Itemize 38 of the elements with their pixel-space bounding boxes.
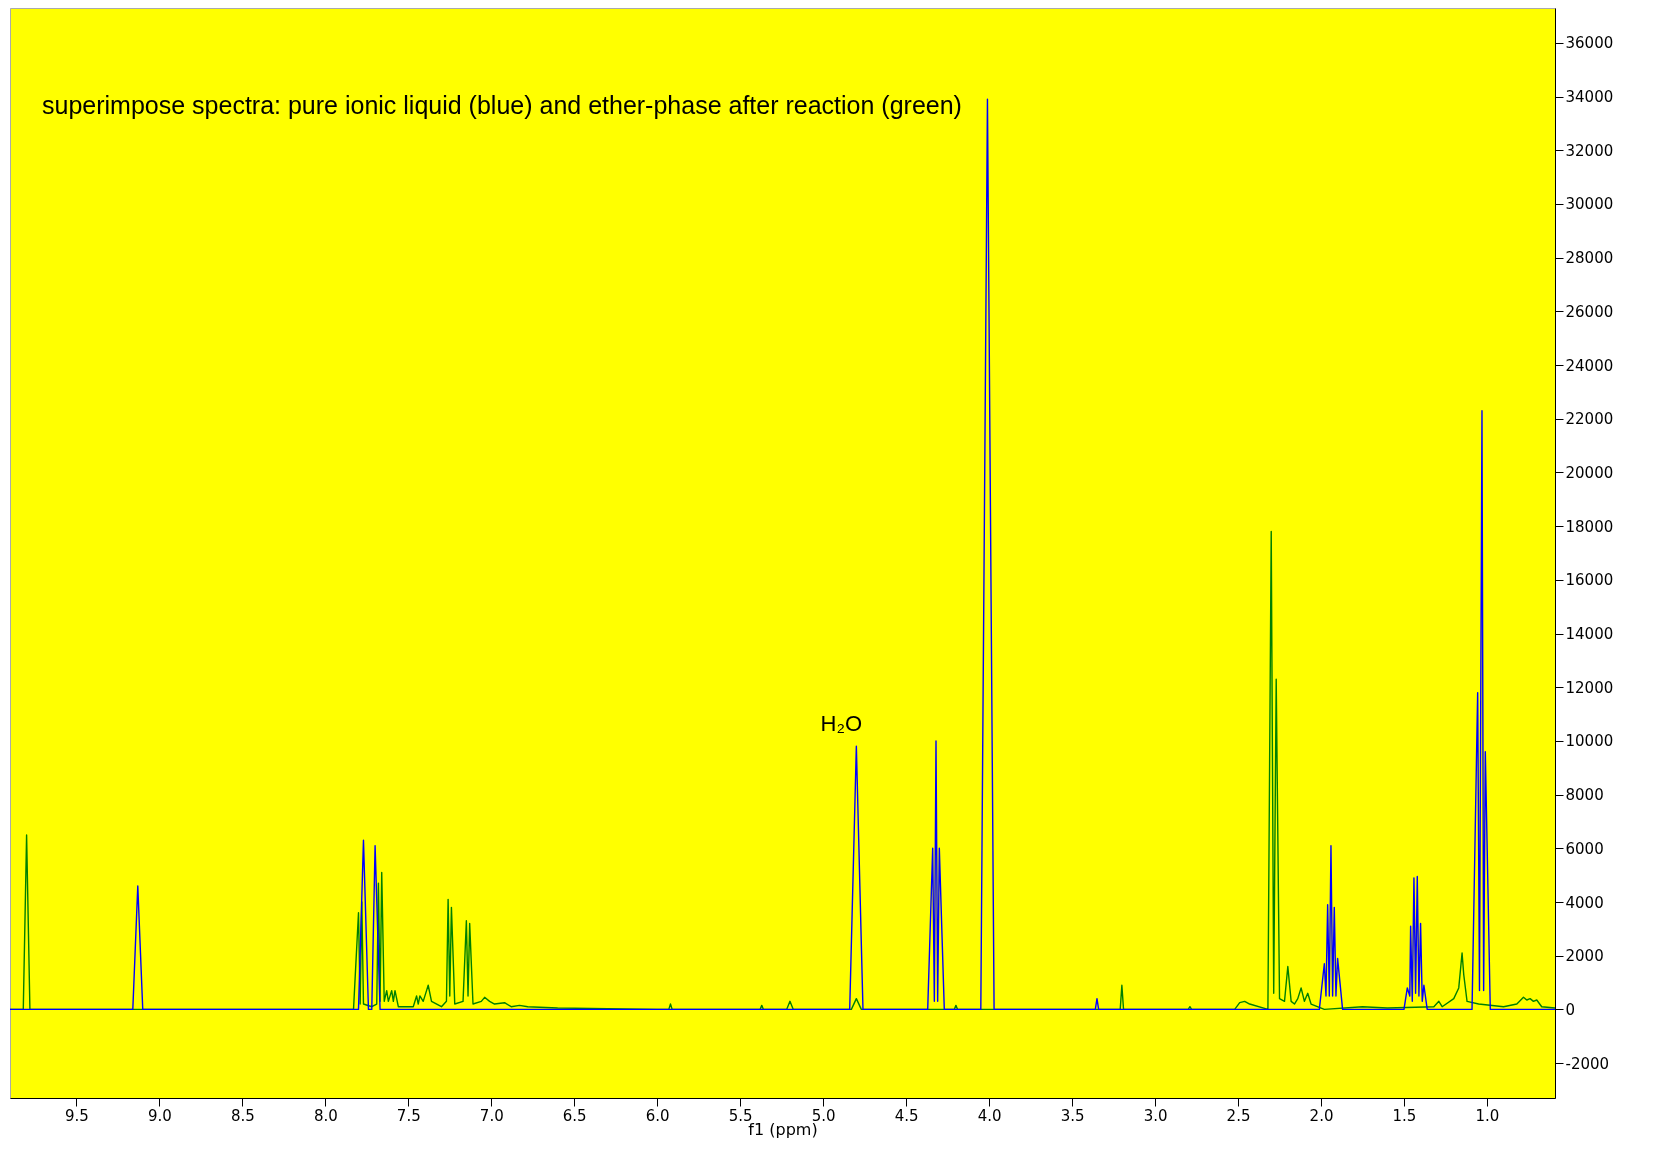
y-tick-label: 10000	[1565, 732, 1614, 751]
x-tick-label: 3.5	[1060, 1106, 1085, 1125]
x-tick-label: 9.0	[147, 1106, 172, 1125]
y-tick-label: -2000	[1565, 1054, 1610, 1073]
x-tick-label: 2.5	[1226, 1106, 1251, 1125]
x-tick-label: 7.5	[396, 1106, 421, 1125]
y-tick-label: 22000	[1565, 410, 1614, 429]
y-tick-label: 8000	[1565, 786, 1604, 805]
y-tick-label: 24000	[1565, 356, 1614, 375]
y-tick-label: 20000	[1565, 463, 1614, 482]
y-tick-label: 2000	[1565, 947, 1604, 966]
x-tick-label: 3.0	[1143, 1106, 1168, 1125]
y-tick-label: 36000	[1565, 34, 1614, 53]
x-tick-label: 4.0	[977, 1106, 1002, 1125]
y-tick-label: 6000	[1565, 839, 1604, 858]
x-tick-label: 4.5	[894, 1106, 919, 1125]
annotation: H₂O	[820, 711, 863, 737]
y-tick-label: 30000	[1565, 195, 1614, 214]
y-tick-label: 18000	[1565, 517, 1614, 536]
x-tick-label: 8.0	[313, 1106, 338, 1125]
annotation: superimpose spectra: pure ionic liquid (blue) and ether-phase after reaction (green)	[42, 91, 962, 119]
x-tick-label: 6.0	[645, 1106, 670, 1125]
y-tick-label: 28000	[1565, 249, 1614, 268]
y-tick-label: 32000	[1565, 141, 1614, 160]
x-tick-label: 7.0	[479, 1106, 504, 1125]
y-tick-label: 16000	[1565, 571, 1614, 590]
x-tick-label: 6.5	[562, 1106, 587, 1125]
y-tick-label: 14000	[1565, 625, 1614, 644]
x-tick-label: 1.5	[1392, 1106, 1417, 1125]
x-tick-label: 8.5	[230, 1106, 255, 1125]
y-tick-label: 26000	[1565, 302, 1614, 321]
x-tick-label: 2.0	[1309, 1106, 1334, 1125]
x-tick-label: 1.0	[1475, 1106, 1500, 1125]
y-tick-label: 0	[1565, 1000, 1576, 1019]
x-tick-label: 9.5	[64, 1106, 89, 1125]
y-tick-label: 34000	[1565, 88, 1614, 107]
y-tick-label: 4000	[1565, 893, 1604, 912]
y-tick-label: 12000	[1565, 678, 1614, 697]
